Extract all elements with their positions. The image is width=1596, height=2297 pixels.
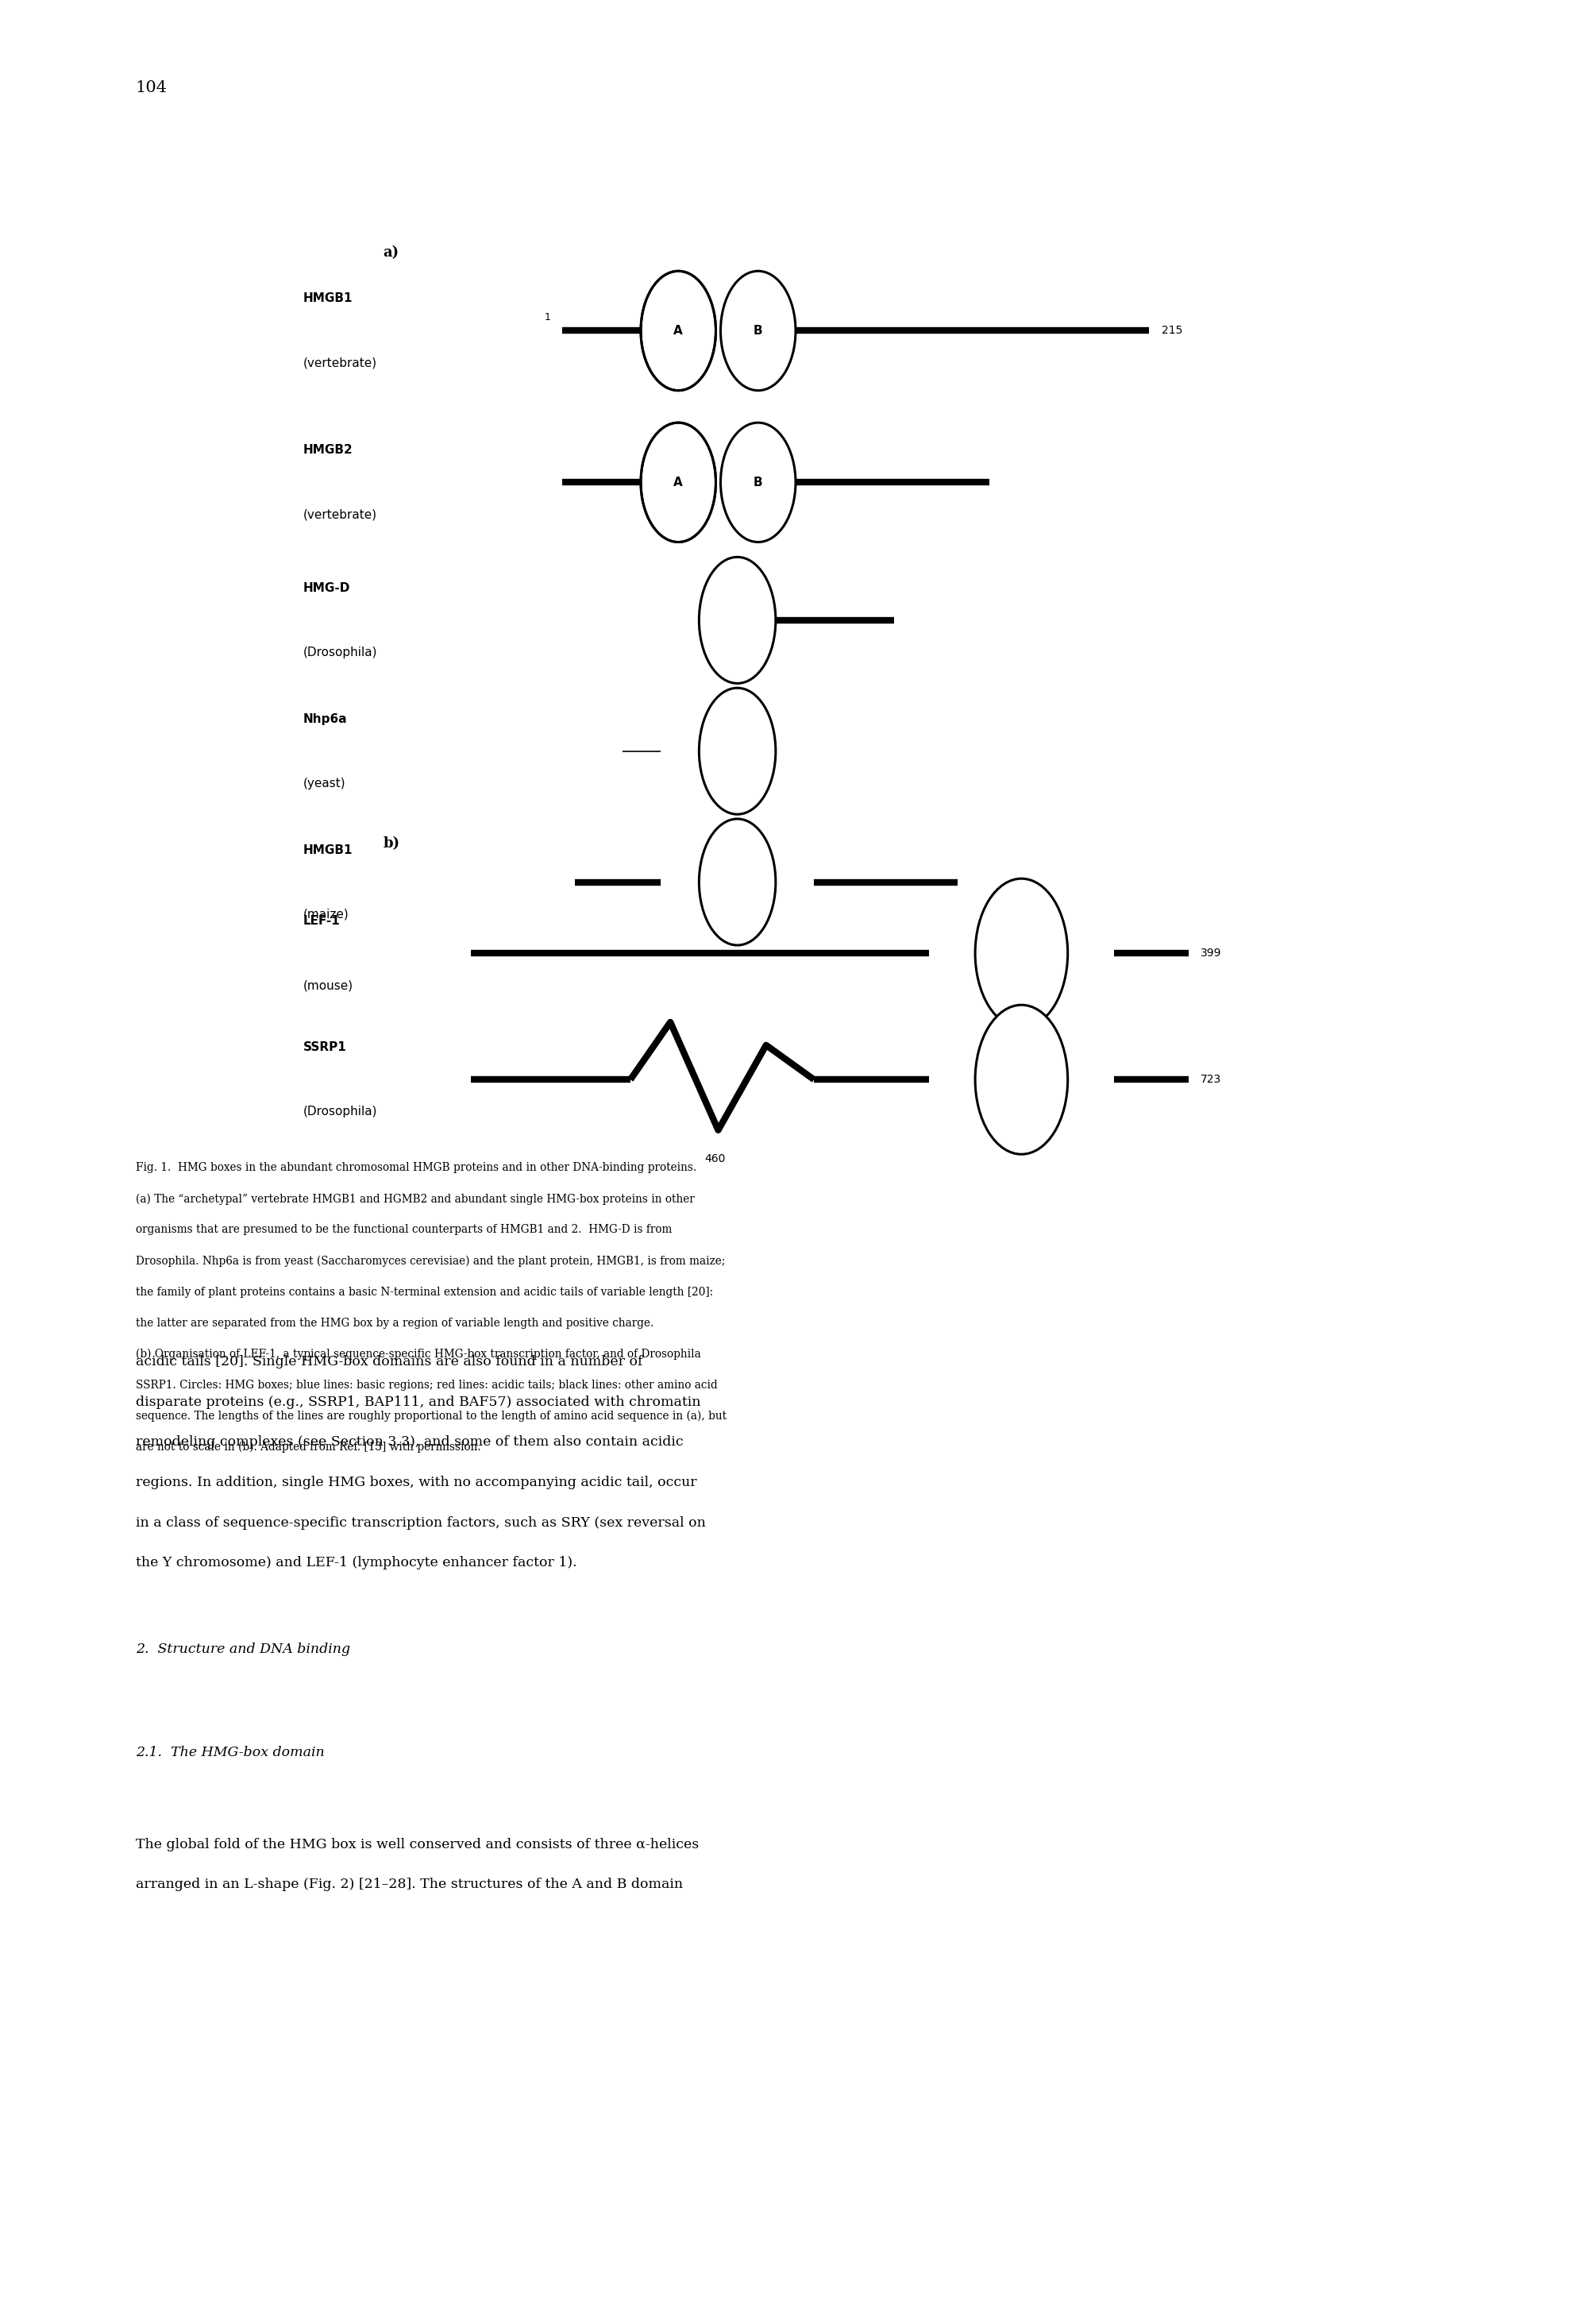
Text: (Drosophila): (Drosophila) [303, 645, 378, 659]
Text: 215: 215 [1162, 326, 1183, 335]
Text: organisms that are presumed to be the functional counterparts of HMGB1 and 2.  H: organisms that are presumed to be the fu… [136, 1224, 672, 1236]
Text: Fig. 1.  HMG boxes in the abundant chromosomal HMGB proteins and in other DNA-bi: Fig. 1. HMG boxes in the abundant chromo… [136, 1162, 696, 1174]
Text: 1: 1 [544, 312, 551, 322]
Text: Nhp6a: Nhp6a [303, 712, 348, 726]
Text: (Drosophila): (Drosophila) [303, 1105, 378, 1119]
Text: arranged in an L-shape (Fig. 2) [21–28]. The structures of the A and B domain: arranged in an L-shape (Fig. 2) [21–28].… [136, 1879, 683, 1890]
Ellipse shape [975, 1006, 1068, 1153]
Text: acidic tails [20]. Single HMG-box domains are also found in a number of: acidic tails [20]. Single HMG-box domain… [136, 1355, 643, 1369]
Ellipse shape [699, 556, 776, 685]
Text: 723: 723 [1200, 1075, 1221, 1084]
Text: (yeast): (yeast) [303, 776, 346, 790]
Ellipse shape [642, 423, 715, 542]
Text: A: A [674, 324, 683, 338]
Text: 104: 104 [136, 80, 168, 96]
Text: b): b) [383, 836, 401, 850]
Text: remodeling complexes (see Section 3.3), and some of them also contain acidic: remodeling complexes (see Section 3.3), … [136, 1436, 683, 1449]
Text: SSRP1. Circles: HMG boxes; blue lines: basic regions; red lines: acidic tails; b: SSRP1. Circles: HMG boxes; blue lines: b… [136, 1378, 718, 1390]
Text: B: B [753, 324, 763, 338]
Text: LEF-1: LEF-1 [303, 914, 340, 928]
Text: in a class of sequence-specific transcription factors, such as SRY (sex reversal: in a class of sequence-specific transcri… [136, 1516, 705, 1530]
Text: disparate proteins (e.g., SSRP1, BAP111, and BAF57) associated with chromatin: disparate proteins (e.g., SSRP1, BAP111,… [136, 1397, 701, 1408]
Text: Drosophila. Nhp6a is from yeast (Saccharomyces cerevisiae) and the plant protein: Drosophila. Nhp6a is from yeast (Sacchar… [136, 1254, 725, 1266]
Ellipse shape [721, 423, 796, 542]
Ellipse shape [699, 689, 776, 813]
Text: SSRP1: SSRP1 [303, 1041, 346, 1054]
Text: (vertebrate): (vertebrate) [303, 508, 377, 521]
Text: (vertebrate): (vertebrate) [303, 356, 377, 370]
Ellipse shape [975, 877, 1068, 1029]
Text: 2.1.  The HMG-box domain: 2.1. The HMG-box domain [136, 1746, 324, 1760]
Text: sequence. The lengths of the lines are roughly proportional to the length of ami: sequence. The lengths of the lines are r… [136, 1410, 726, 1422]
Text: HMGB1: HMGB1 [303, 292, 353, 306]
Text: the family of plant proteins contains a basic N-terminal extension and acidic ta: the family of plant proteins contains a … [136, 1286, 713, 1298]
Text: the latter are separated from the HMG box by a region of variable length and pos: the latter are separated from the HMG bo… [136, 1318, 654, 1328]
Text: HMGB1: HMGB1 [303, 843, 353, 857]
Text: regions. In addition, single HMG boxes, with no accompanying acidic tail, occur: regions. In addition, single HMG boxes, … [136, 1477, 697, 1488]
Text: A: A [674, 475, 683, 489]
Text: 460: 460 [704, 1153, 726, 1165]
Text: the Y chromosome) and LEF-1 (lymphocyte enhancer factor 1).: the Y chromosome) and LEF-1 (lymphocyte … [136, 1557, 576, 1569]
Text: HMGB2: HMGB2 [303, 443, 353, 457]
Text: (maize): (maize) [303, 907, 350, 921]
Text: HMG-D: HMG-D [303, 581, 351, 595]
Text: a): a) [383, 246, 399, 260]
Text: 2.  Structure and DNA binding: 2. Structure and DNA binding [136, 1642, 350, 1656]
Text: (a) The “archetypal” vertebrate HMGB1 and HGMB2 and abundant single HMG-box prot: (a) The “archetypal” vertebrate HMGB1 an… [136, 1194, 694, 1204]
Text: The global fold of the HMG box is well conserved and consists of three α-helices: The global fold of the HMG box is well c… [136, 1838, 699, 1851]
Text: B: B [753, 475, 763, 489]
Text: 399: 399 [1200, 949, 1221, 958]
Ellipse shape [721, 271, 796, 390]
Text: (b) Organisation of LEF-1, a typical sequence-specific HMG-box transcription fac: (b) Organisation of LEF-1, a typical seq… [136, 1348, 701, 1360]
Ellipse shape [699, 818, 776, 946]
Text: (mouse): (mouse) [303, 979, 353, 992]
Text: are not to scale in (b). Adapted from Ref. [13] with permission.: are not to scale in (b). Adapted from Re… [136, 1443, 480, 1452]
Ellipse shape [642, 271, 715, 390]
